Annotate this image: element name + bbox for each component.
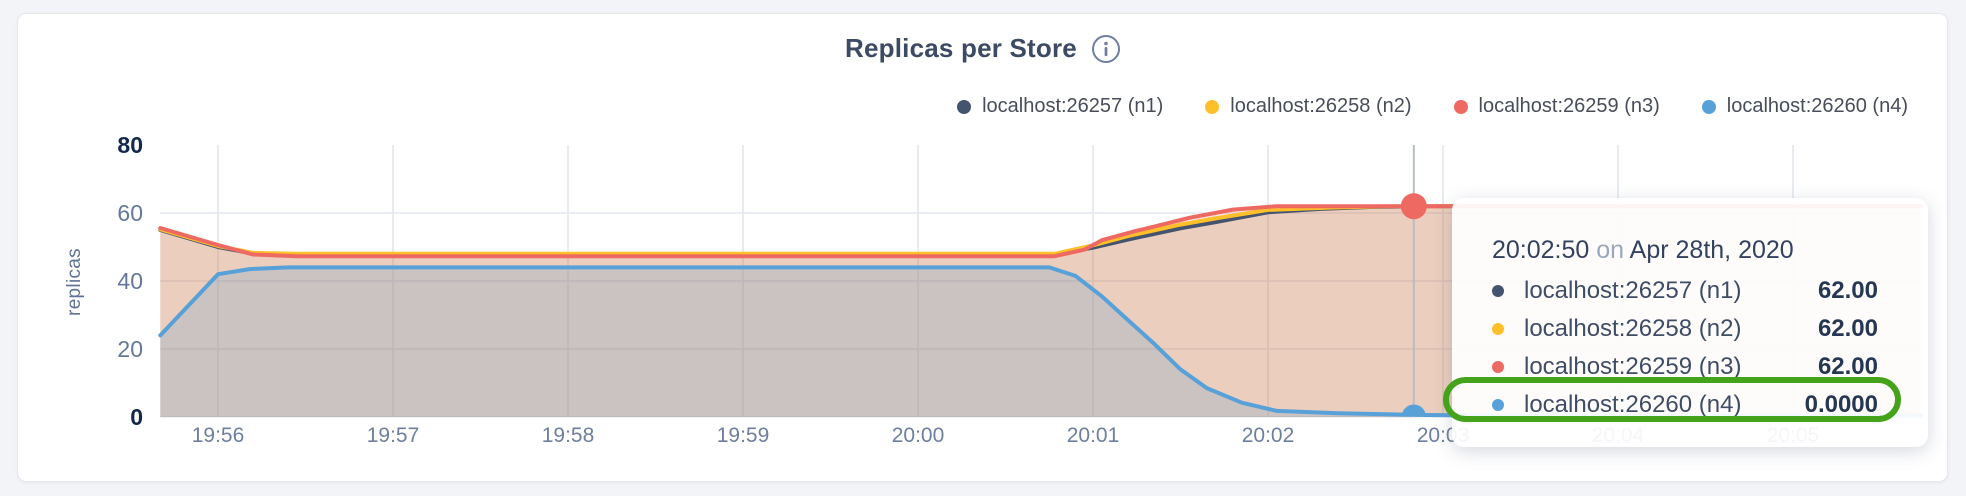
tooltip-on-text: on	[1596, 236, 1625, 264]
y-tick-label: 0	[130, 404, 143, 430]
hover-tooltip: 20:02:50 on Apr 28th, 2020 localhost:262…	[1443, 198, 1928, 447]
tooltip-series-dot-icon	[1492, 399, 1504, 411]
x-tick-label: 19:58	[541, 424, 595, 447]
tooltip-series-dot-icon	[1492, 361, 1504, 373]
tooltip-series-value: 62.00	[1817, 277, 1878, 304]
legend-item-label: localhost:26258 (n2)	[1230, 95, 1412, 117]
tooltip-series-label: localhost:26258 (n2)	[1524, 315, 1742, 342]
legend-item-n1[interactable]: localhost:26257 (n1)	[957, 95, 1163, 118]
legend-dot-icon	[1453, 99, 1468, 114]
tooltip-series-label: localhost:26257 (n1)	[1524, 277, 1742, 304]
x-tick-label: 20:02	[1241, 424, 1295, 447]
legend-item-label: localhost:26257 (n1)	[982, 95, 1164, 117]
tooltip-series-value: 62.00	[1817, 353, 1878, 380]
tooltip-series-dot-icon	[1492, 285, 1504, 297]
legend-item-label: localhost:26260 (n4)	[1726, 95, 1908, 117]
x-tick-label: 19:57	[366, 424, 420, 447]
y-tick-label: 20	[117, 336, 143, 362]
tooltip-time: 20:02:50	[1492, 236, 1590, 264]
x-tick-label: 20:01	[1066, 424, 1120, 447]
page-title: Replicas per Store	[845, 33, 1077, 63]
tooltip-row-n4: localhost:26260 (n4) 0.0000	[1492, 386, 1878, 424]
chart-legend: localhost:26257 (n1) localhost:26258 (n2…	[957, 95, 1908, 118]
tooltip-row-n3: localhost:26259 (n3) 62.00	[1492, 348, 1878, 386]
y-tick-label: 40	[117, 268, 143, 294]
tooltip-rows: localhost:26257 (n1) 62.00 localhost:262…	[1492, 272, 1878, 424]
tooltip-timestamp: 20:02:50 on Apr 28th, 2020	[1492, 236, 1794, 265]
tooltip-series-dot-icon	[1492, 323, 1504, 335]
tooltip-series-label: localhost:26259 (n3)	[1524, 353, 1742, 380]
y-tick-label: 60	[117, 200, 143, 226]
legend-dot-icon	[1205, 99, 1220, 114]
legend-item-n2[interactable]: localhost:26258 (n2)	[1205, 95, 1412, 118]
tooltip-date: Apr 28th, 2020	[1629, 236, 1794, 264]
x-tick-label: 19:59	[716, 424, 770, 447]
tooltip-series-value: 62.00	[1817, 315, 1878, 342]
legend-item-n4[interactable]: localhost:26260 (n4)	[1701, 95, 1908, 118]
tooltip-row-n1: localhost:26257 (n1) 62.00	[1492, 272, 1878, 310]
legend-item-n3[interactable]: localhost:26259 (n3)	[1453, 95, 1660, 118]
x-tick-label: 19:56	[191, 424, 245, 447]
legend-dot-icon	[957, 99, 972, 114]
tooltip-row-n2: localhost:26258 (n2) 62.00	[1492, 310, 1878, 348]
legend-item-label: localhost:26259 (n3)	[1478, 95, 1660, 117]
chart-title-row: Replicas per Store	[0, 33, 1966, 64]
info-icon[interactable]	[1091, 34, 1121, 64]
x-tick-label: 20:00	[891, 424, 945, 447]
tooltip-series-value: 0.0000	[1804, 391, 1878, 418]
legend-dot-icon	[1701, 99, 1716, 114]
y-tick-label: 80	[117, 132, 143, 158]
tooltip-series-label: localhost:26260 (n4)	[1524, 391, 1742, 418]
